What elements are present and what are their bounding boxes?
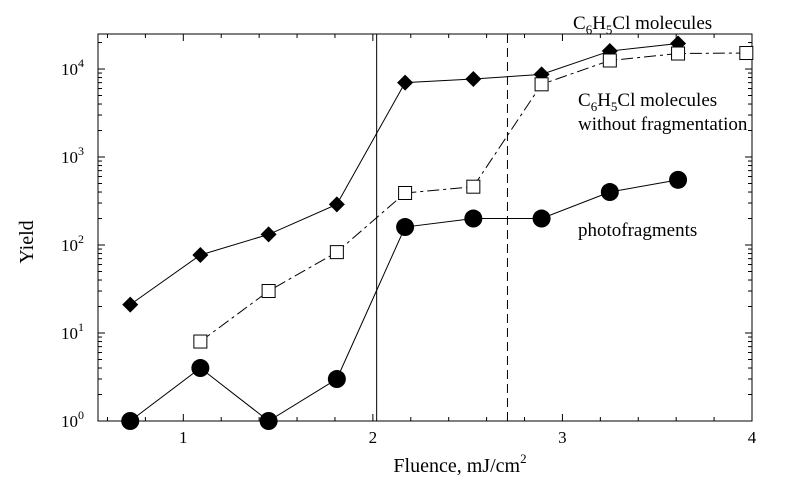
- circle-marker: [396, 218, 415, 237]
- circle-marker: [191, 359, 210, 378]
- x-tick-label: 3: [558, 428, 567, 447]
- circle-marker: [121, 412, 140, 430]
- series-label-c6h5cl_nofrag: C6H5Cl molecules: [578, 90, 717, 114]
- series-label-part: 6: [586, 22, 593, 37]
- circle-marker: [600, 183, 619, 202]
- x-tick-label: 2: [369, 428, 378, 447]
- series-label-part: Cl molecules: [617, 90, 717, 111]
- square-marker: [193, 334, 208, 349]
- y-tick-label: 100: [61, 408, 84, 431]
- square-marker: [261, 284, 276, 299]
- series-label-part: 5: [606, 22, 613, 37]
- y-axis-title: Yield: [16, 220, 38, 263]
- y-tick-label: 103: [61, 144, 84, 167]
- series-label-c6h5cl: C6H5Cl molecules: [573, 13, 712, 37]
- y-tick-base: 10: [61, 412, 78, 431]
- diamond-marker: [397, 74, 414, 91]
- series-line-photofragments: [129, 179, 679, 422]
- y-tick-label: 102: [61, 232, 84, 255]
- circle-marker: [259, 412, 278, 430]
- x-axis-title-text: Fluence, mJ/cm: [393, 455, 520, 477]
- diamond-marker: [192, 246, 209, 263]
- series-label-part: 5: [611, 99, 618, 114]
- series-layer: [121, 35, 754, 430]
- y-tick-label: 104: [61, 56, 84, 79]
- square-marker: [466, 179, 481, 194]
- reference-lines: [376, 34, 508, 421]
- square-marker: [671, 46, 686, 61]
- series-label-part: H: [597, 90, 611, 111]
- y-tick-base: 10: [61, 324, 78, 343]
- circle-marker: [669, 170, 688, 189]
- y-tick-exponent: 4: [78, 56, 84, 70]
- diamond-marker: [465, 71, 482, 88]
- plot-frame: [97, 33, 753, 422]
- series-label-part: C: [573, 13, 586, 34]
- series-label-part: without fragmentation: [578, 114, 748, 135]
- series-c6h5cl: [122, 35, 687, 313]
- y-tick-exponent: 1: [78, 320, 84, 334]
- series-label-part: photofragments: [578, 220, 697, 241]
- y-tick-exponent: 2: [78, 232, 84, 246]
- square-marker: [534, 77, 549, 92]
- y-tick-base: 10: [61, 60, 78, 79]
- series-label-part: C: [578, 90, 591, 111]
- diamond-marker: [328, 196, 345, 213]
- square-marker: [398, 185, 413, 200]
- x-axis-title: Fluence, mJ/cm2: [393, 451, 526, 477]
- y-tick-exponent: 3: [78, 144, 84, 158]
- circle-marker: [464, 209, 483, 228]
- series-c6h5cl_nofrag: [193, 46, 754, 349]
- y-tick-label: 101: [61, 320, 84, 343]
- square-marker: [739, 46, 754, 61]
- series-label-part: H: [592, 13, 606, 34]
- x-tick-label: 4: [748, 428, 757, 447]
- series-label-part: 6: [591, 99, 598, 114]
- series-label-photofragments: photofragments: [578, 220, 697, 241]
- x-axis-title-superscript: 2: [520, 451, 527, 466]
- plot-border: [97, 33, 753, 422]
- y-tick-base: 10: [61, 236, 78, 255]
- x-tick-label: 1: [179, 428, 188, 447]
- diamond-marker: [122, 296, 139, 313]
- square-marker: [602, 53, 617, 68]
- square-marker: [329, 245, 344, 260]
- series-label-c6h5cl_nofrag: without fragmentation: [578, 114, 748, 135]
- circle-marker: [532, 209, 551, 228]
- y-tick-base: 10: [61, 148, 78, 167]
- diamond-marker: [260, 226, 277, 243]
- series-photofragments: [121, 170, 688, 430]
- y-tick-exponent: 0: [78, 408, 84, 422]
- circle-marker: [327, 370, 346, 389]
- series-label-part: Cl molecules: [612, 13, 712, 34]
